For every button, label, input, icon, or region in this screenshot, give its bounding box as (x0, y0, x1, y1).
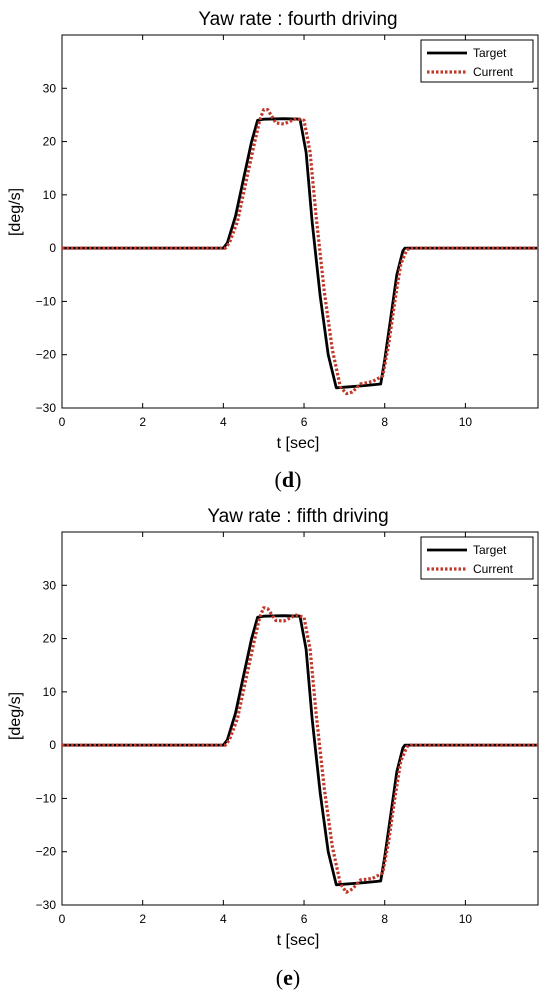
chart-d-title: Yaw rate : fourth driving (198, 9, 397, 30)
chart-e-ylabel: [deg/s] (7, 692, 24, 740)
y-tick-label: −30 (36, 401, 57, 415)
y-tick-label: −20 (36, 348, 57, 362)
y-tick-label: 0 (49, 738, 56, 752)
panel-d-open-paren: ( (275, 467, 282, 492)
panel-e: Yaw rate : fifth driving t [sec] [deg/s]… (7, 506, 539, 990)
y-tick-label: −10 (36, 294, 57, 308)
y-tick-label: 0 (49, 241, 56, 255)
x-tick-label: 2 (139, 415, 146, 429)
x-tick-label: 0 (59, 415, 66, 429)
y-tick-label: 10 (43, 685, 57, 699)
x-tick-label: 6 (301, 912, 308, 926)
x-tick-label: 0 (59, 912, 66, 926)
y-tick-label: 30 (43, 81, 57, 95)
y-tick-label: −20 (36, 845, 57, 859)
y-tick-label: −10 (36, 791, 57, 805)
y-tick-label: 20 (43, 632, 57, 646)
panel-d-letter: d (282, 467, 294, 492)
legend-label-current: Current (473, 562, 514, 576)
panel-e-open-paren: ( (276, 965, 283, 990)
chart-e-title: Yaw rate : fifth driving (207, 506, 388, 527)
series-line-current (62, 606, 538, 894)
chart-d-xlabel: t [sec] (277, 435, 320, 452)
chart-d-ylabel: [deg/s] (7, 188, 24, 236)
panel-d-label: (d) (275, 467, 302, 492)
chart-e-xlabel: t [sec] (277, 932, 320, 949)
x-tick-label: 8 (381, 912, 388, 926)
x-tick-label: 2 (139, 912, 146, 926)
legend-box (420, 536, 534, 580)
legend-label-target: Target (473, 543, 507, 557)
x-tick-label: 6 (301, 415, 308, 429)
chart-e-plot-area: 0 2 4 6 8 10 −30 −20 −10 0 10 20 30 Target Current (36, 531, 539, 926)
panel-e-label: (e) (276, 965, 300, 990)
x-tick-label: 4 (220, 415, 227, 429)
x-tick-label: 8 (381, 415, 388, 429)
series-line-target (62, 117, 538, 390)
x-tick-label: 10 (459, 415, 473, 429)
series-line-target (62, 614, 538, 887)
y-tick-label: 20 (43, 135, 57, 149)
x-tick-label: 4 (220, 912, 227, 926)
legend-label-target: Target (473, 46, 507, 60)
plot-frame (61, 531, 539, 906)
plot-frame (61, 34, 539, 409)
y-tick-label: 10 (43, 188, 57, 202)
panel-d-close-paren: ) (294, 467, 301, 492)
panel-e-letter: e (283, 965, 293, 990)
panel-e-close-paren: ) (293, 965, 300, 990)
chart-d-plot-area: 0 2 4 6 8 10 −30 −20 −10 0 10 20 30 Target Current (36, 34, 539, 429)
y-tick-label: −30 (36, 898, 57, 912)
x-tick-label: 10 (459, 912, 473, 926)
legend-label-current: Current (473, 65, 514, 79)
panel-d: Yaw rate : fourth driving t [sec] [deg/s… (7, 9, 539, 492)
y-tick-label: 30 (43, 578, 57, 592)
legend-box (420, 39, 534, 83)
